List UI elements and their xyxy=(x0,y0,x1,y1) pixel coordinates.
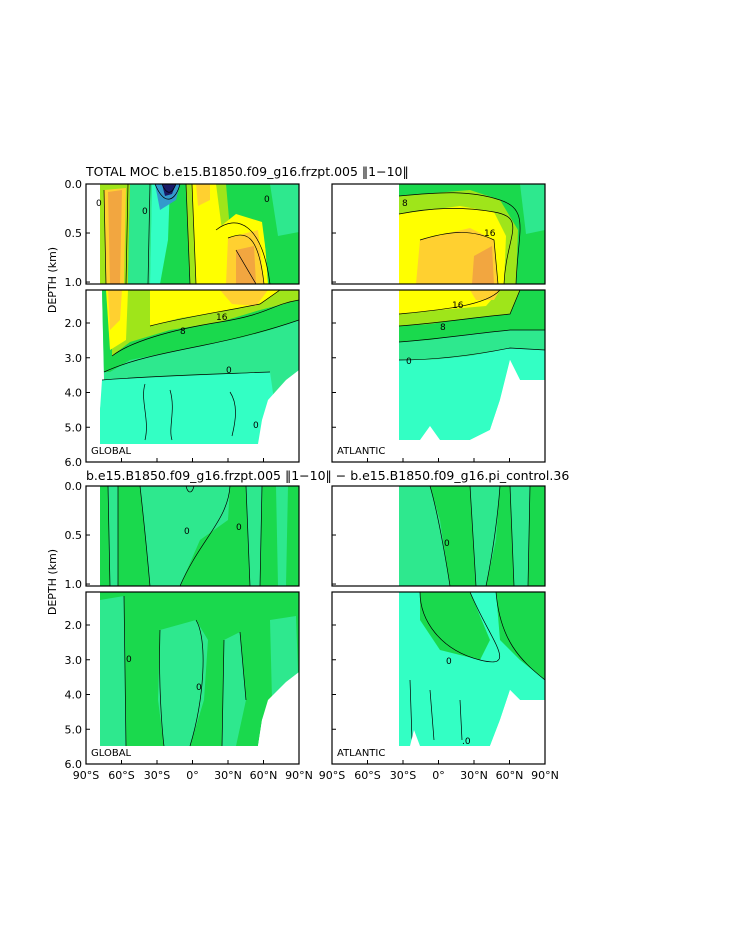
contour-label: 8 xyxy=(180,327,186,337)
x-tick-label: 90°N xyxy=(531,769,559,782)
panel-frame xyxy=(85,485,300,587)
contour-label: 0 xyxy=(253,421,259,431)
y-tick-label: 1.0 xyxy=(65,276,83,289)
panel-frame xyxy=(331,485,546,587)
y-tick-label: 5.0 xyxy=(65,421,83,434)
panel-label-global: GLOBAL xyxy=(91,446,132,457)
x-tick-label: 0° xyxy=(186,769,199,782)
y-tick-label: 0.5 xyxy=(65,529,83,542)
x-tick-label: 90°S xyxy=(73,769,99,782)
y-tick-label: 0.0 xyxy=(65,178,83,191)
panel-frame xyxy=(331,183,546,285)
x-tick-label: 30°N xyxy=(460,769,488,782)
x-tick-label: 60°N xyxy=(496,769,524,782)
contour-label: 0 xyxy=(184,527,190,537)
global-diff-upper-field: 0 0 xyxy=(86,486,299,586)
y-tick-label: 5.0 xyxy=(65,723,83,736)
y-tick-label: 4.0 xyxy=(65,689,83,702)
contour-label: 16 xyxy=(216,313,228,323)
panel-label-atlantic: ATLANTIC xyxy=(337,748,385,759)
contour-label: 0 xyxy=(444,539,450,549)
panel-label-atlantic: ATLANTIC xyxy=(337,446,385,457)
contour-label: 0 xyxy=(264,195,270,205)
deep-bottom-cell xyxy=(100,372,274,444)
land-mask xyxy=(399,690,545,764)
equatorial-negative-cell xyxy=(155,184,180,210)
y-axis-label: DEPTH (km) xyxy=(46,247,59,313)
x-tick-label: 90°S xyxy=(319,769,345,782)
x-tick-label: 60°N xyxy=(250,769,278,782)
y-tick-label: 4.0 xyxy=(65,387,83,400)
x-tick-label: 90°N xyxy=(285,769,313,782)
y-tick-label: 3.0 xyxy=(65,352,83,365)
contour-label: 0 xyxy=(236,523,242,533)
x-tick-label: 0° xyxy=(432,769,445,782)
contour-label: 16 xyxy=(452,301,464,311)
panel-frame xyxy=(85,183,300,285)
contour-label: 0 xyxy=(196,683,202,693)
y-tick-label: 1.0 xyxy=(65,578,83,591)
y-tick-label: 0.5 xyxy=(65,227,83,240)
y-axis-label: DEPTH (km) xyxy=(46,549,59,615)
x-tick-label: 30°S xyxy=(390,769,416,782)
contour-label: 0 xyxy=(406,357,412,367)
contour-label: 8 xyxy=(440,323,446,333)
top-title: TOTAL MOC b.e15.B1850.f09_g16.frzpt.005 … xyxy=(85,164,409,179)
global-upper-field: 0 0 0 xyxy=(86,184,299,284)
atlantic-upper-field: 16 8 xyxy=(332,184,545,284)
land-mask xyxy=(258,370,299,462)
y-tick-label: 3.0 xyxy=(65,654,83,667)
contour-label: 0 xyxy=(126,655,132,665)
land-mask xyxy=(258,672,299,764)
contour-label: 16 xyxy=(484,229,496,239)
contour-label: 0 xyxy=(142,207,148,217)
y-tick-label: 6.0 xyxy=(65,456,83,469)
x-tick-label: 60°S xyxy=(354,769,380,782)
y-tick-label: 6.0 xyxy=(65,758,83,771)
y-tick-label: 0.0 xyxy=(65,480,83,493)
land-mask xyxy=(399,360,545,462)
y-tick-label: 2.0 xyxy=(65,619,83,632)
x-tick-label: 30°N xyxy=(214,769,242,782)
contour-label: .0 xyxy=(462,737,471,747)
contour-label: 0 xyxy=(446,657,452,667)
atlantic-diff-upper-field: 0 xyxy=(332,486,545,586)
x-tick-label: 60°S xyxy=(108,769,134,782)
bottom-title: b.e15.B1850.f09_g16.frzpt.005 ‖1−10‖ − b… xyxy=(86,468,569,483)
y-tick-label: 2.0 xyxy=(65,317,83,330)
x-tick-label: 30°S xyxy=(144,769,170,782)
contour-label: 8 xyxy=(402,199,408,209)
panel-label-global: GLOBAL xyxy=(91,748,132,759)
contour-label: 0 xyxy=(226,366,232,376)
contour-label: 0 xyxy=(96,199,102,209)
